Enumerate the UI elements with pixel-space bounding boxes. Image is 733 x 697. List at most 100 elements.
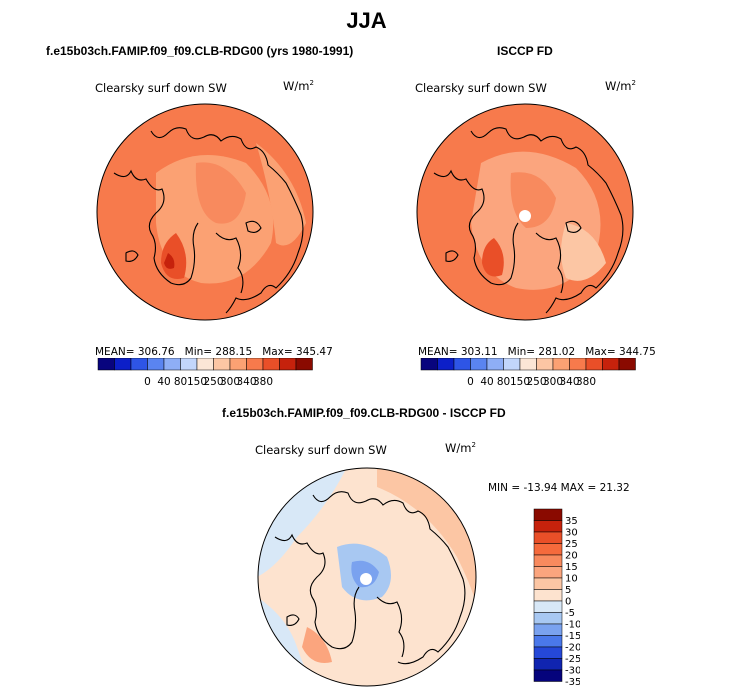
map1-colorbar-tick-label: 150 bbox=[187, 376, 207, 388]
map1-outline bbox=[96, 103, 314, 321]
map3-colorbar-tick-label: 30 bbox=[565, 528, 578, 539]
map1-colorbar-swatch bbox=[147, 358, 165, 371]
map3-field-greenland bbox=[302, 627, 332, 663]
map3-colorbar-tick-label: -30 bbox=[565, 666, 580, 677]
map2-colorbar-swatch bbox=[503, 358, 521, 371]
map3-colorbar-swatch bbox=[533, 635, 563, 648]
map3-colorbar-tick-label: -5 bbox=[565, 608, 575, 619]
map3-colorbar-swatch bbox=[533, 658, 563, 671]
diff-panel-title: f.e15b03ch.FAMIP.f09_f09.CLB-RDG00 - ISC… bbox=[222, 406, 506, 420]
map2-min: 281.02 bbox=[538, 346, 576, 358]
map2-colorbar-tick-label: 300 bbox=[543, 376, 563, 388]
map3-colorbar-tick-label: -15 bbox=[565, 631, 580, 642]
map1-max: 345.47 bbox=[296, 346, 333, 358]
map3-colorbar-swatch bbox=[533, 623, 563, 636]
map3-colorbar-swatch bbox=[533, 612, 563, 625]
map2-colorbar-swatch bbox=[552, 358, 570, 371]
map3-units: W/m2 bbox=[445, 441, 476, 455]
map3-colorbar-tick-label: 25 bbox=[565, 539, 578, 550]
map2-field-asia bbox=[561, 223, 606, 281]
map1-colorbar-swatch bbox=[163, 358, 181, 371]
map2-polar-plot bbox=[416, 103, 634, 321]
map2-colorbar-tick-label: 380 bbox=[576, 376, 596, 388]
map2-colorbar-swatch bbox=[486, 358, 504, 371]
map1-colorbar-swatch bbox=[180, 358, 198, 371]
map2-colorbar-swatch bbox=[470, 358, 488, 371]
map2-pole-hole bbox=[519, 210, 531, 222]
map3-colorbar-tick-label: 20 bbox=[565, 551, 578, 562]
map3-colorbar-tick-label: -25 bbox=[565, 654, 580, 665]
map1-colorbar-swatch bbox=[262, 358, 280, 371]
map3-colorbar-swatch bbox=[533, 543, 563, 556]
figure-title: JJA bbox=[346, 8, 387, 33]
map1-mean: 306.76 bbox=[137, 346, 175, 358]
map2-units: W/m2 bbox=[605, 79, 636, 93]
map1-polar-plot bbox=[96, 103, 314, 321]
map3-colorbar-swatch bbox=[533, 646, 563, 659]
map1-colorbar-swatch bbox=[196, 358, 214, 371]
map3-outline bbox=[257, 467, 477, 687]
map2-colorbar-swatch bbox=[569, 358, 587, 371]
map3-variable-label: Clearsky surf down SW bbox=[255, 443, 387, 457]
map3-colorbar-tick-label: -35 bbox=[565, 677, 580, 688]
map3-colorbar-tick-label: -20 bbox=[565, 643, 580, 654]
map2-coastlines bbox=[433, 127, 624, 314]
map1-stats: MEAN= 306.76 Min= 288.15 Max= 345.47 bbox=[95, 346, 333, 358]
map1-colorbar-swatch bbox=[295, 358, 313, 371]
map3-colorbar-swatch bbox=[533, 520, 563, 533]
map3-colorbar-tick-label: 35 bbox=[565, 516, 578, 527]
map3-colorbar-swatch bbox=[533, 508, 563, 521]
map2-mean: 303.11 bbox=[460, 346, 498, 358]
map3-colorbar-swatch bbox=[533, 669, 563, 682]
map2-stats: MEAN= 303.11 Min= 281.02 Max= 344.75 bbox=[418, 346, 656, 358]
map1-coastlines bbox=[113, 127, 304, 314]
map2-colorbar-tick-label: 40 bbox=[480, 376, 493, 388]
map3-colorbar-tick-label: -10 bbox=[565, 620, 580, 631]
map1-units: W/m2 bbox=[283, 79, 314, 93]
map1-colorbar-swatch bbox=[114, 358, 132, 371]
map2-colorbar-swatch bbox=[585, 358, 603, 371]
map2-colorbar-swatch bbox=[519, 358, 537, 371]
map3-min-max: MIN = -13.94 MAX = 21.32 bbox=[488, 482, 630, 494]
map2-colorbar-tick-label: 80 bbox=[497, 376, 510, 388]
map3-colorbar-swatch bbox=[533, 589, 563, 602]
map1-colorbar-tick-label: 340 bbox=[236, 376, 256, 388]
map3-colorbar-swatch bbox=[533, 566, 563, 579]
map2-colorbar-tick-label: 150 bbox=[510, 376, 530, 388]
map1-colorbar-swatch bbox=[246, 358, 264, 371]
map2-variable-label: Clearsky surf down SW bbox=[415, 81, 547, 95]
map1-colorbar-tick-label: 300 bbox=[220, 376, 240, 388]
right-panel-title: ISCCP FD bbox=[497, 44, 553, 58]
map3-coastlines bbox=[274, 491, 466, 665]
map1-field-east bbox=[256, 143, 306, 246]
map3-colorbar-tick-label: 15 bbox=[565, 562, 578, 573]
map1-colorbar-tick-label: 250 bbox=[203, 376, 223, 388]
map2-max: 344.75 bbox=[619, 346, 656, 358]
map1-colorbar-tick-label: 40 bbox=[157, 376, 170, 388]
map1-colorbar-swatch bbox=[279, 358, 297, 371]
map2-colorbar-swatch bbox=[453, 358, 471, 371]
map3-polar-plot bbox=[257, 467, 477, 687]
map3-colorbar-swatch bbox=[533, 600, 563, 613]
map3-colorbar-tick-label: 5 bbox=[565, 585, 571, 596]
map1-field-arctic bbox=[195, 162, 246, 224]
map3-colorbar-swatch bbox=[533, 554, 563, 567]
map2-colorbar-swatch bbox=[618, 358, 636, 371]
map1-field-greenland-core bbox=[164, 253, 175, 269]
map1-colorbar-tick-label: 380 bbox=[253, 376, 273, 388]
left-panel-title: f.e15b03ch.FAMIP.f09_f09.CLB-RDG00 (yrs … bbox=[46, 44, 354, 58]
map2-field-greenland bbox=[482, 238, 504, 277]
map2-colorbar-swatch bbox=[536, 358, 554, 371]
map2-colorbar-tick-label: 340 bbox=[559, 376, 579, 388]
map3-colorbar-swatch bbox=[533, 577, 563, 590]
map1-colorbar-swatch bbox=[130, 358, 148, 371]
map1-colorbar-tick-label: 80 bbox=[174, 376, 187, 388]
map1-min: 288.15 bbox=[215, 346, 253, 358]
map2-colorbar-tick-label: 0 bbox=[467, 376, 474, 388]
map1-colorbar-tick-label: 0 bbox=[144, 376, 151, 388]
map2-colorbar-tick-label: 250 bbox=[526, 376, 546, 388]
map3-colorbar-tick-label: 10 bbox=[565, 574, 578, 585]
